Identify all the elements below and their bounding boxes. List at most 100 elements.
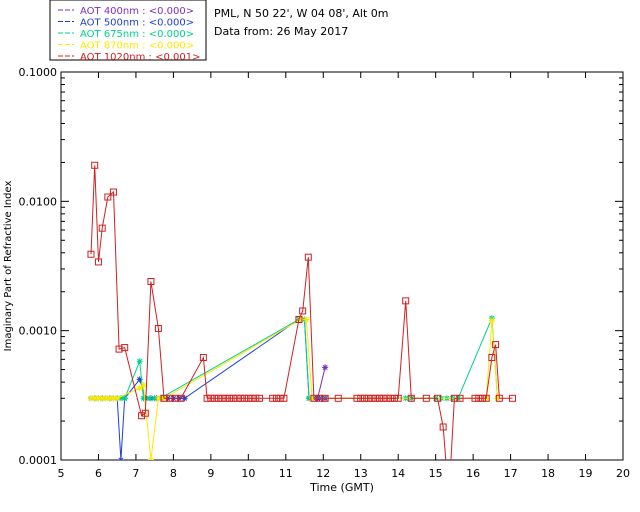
data-point [475,394,483,402]
axis-ticks [60,71,624,461]
data-point [211,394,219,402]
data-point [256,394,264,402]
data-point [91,161,99,169]
x-tick-label: 18 [541,467,555,480]
x-tick-label: 12 [316,467,330,480]
data-point [383,394,391,402]
data-point [272,394,280,402]
data-point [276,394,284,402]
data-point [244,394,252,402]
y-axis-label: Imaginary Part of Refractive Index [3,181,14,352]
data-point [99,395,106,402]
data-point [98,224,106,232]
data-point [304,253,312,261]
data-point [136,358,143,365]
data-point [226,394,234,402]
data-point [492,341,500,349]
data-point [321,394,329,402]
data-point [121,395,128,402]
x-tick-label: 10 [241,467,255,480]
legend-entry: AOT 870nm : <0.000> [80,41,194,52]
data-point [222,394,230,402]
data-point [446,496,452,502]
data-point [248,394,256,402]
data-point [379,394,387,402]
data-point [439,423,447,431]
x-tick-label: 11 [279,467,293,480]
series-line [91,317,498,399]
legend-entry: AOT 1020nm : <0.001> [80,52,200,63]
data-point [106,395,113,402]
data-point [456,394,464,402]
data-point [181,395,188,402]
y-tick-label: 0.0010 [19,325,58,338]
data-point [479,394,486,402]
chart-info-date: Data from: 26 May 2017 [214,25,348,38]
axis-tick-labels: 5 6 7 8 9 10 11 12 13 14 15 16 17 18 19 20 0.0001 0.0010 0… [19,66,631,480]
data-point [422,394,430,402]
data-point [494,395,501,402]
data-point [140,395,147,402]
data-point [322,364,329,371]
data-point [295,315,303,323]
x-tick-label: 9 [207,467,214,480]
data-point [488,317,495,324]
legend-entry: AOT 500nm : <0.000> [80,18,194,29]
data-point [147,457,154,460]
plot-area [60,71,624,461]
data-point [360,394,368,402]
data-point [117,457,124,460]
series-aot-500nm [87,316,329,460]
series-aot-675nm [87,315,501,402]
data-point [387,394,395,402]
data-point [155,395,162,402]
legend-entry: AOT 675nm : <0.000> [80,29,194,40]
data-point [94,258,102,266]
data-point [357,394,365,402]
data-point [434,394,442,402]
data-point [394,394,402,402]
data-point [136,385,143,392]
data-point [203,394,211,402]
x-tick-label: 13 [354,467,368,480]
data-point [488,354,496,362]
data-point [207,394,215,402]
data-point [471,394,479,402]
x-tick-label: 19 [579,467,593,480]
data-point [218,394,226,402]
x-tick-label: 8 [170,467,177,480]
y-tick-label: 0.1000 [19,66,58,79]
series-line [91,319,498,460]
x-tick-label: 5 [58,467,65,480]
data-point [154,324,162,332]
data-point [297,316,304,323]
data-point [241,394,249,402]
data-point [95,395,102,402]
data-point [375,394,383,402]
data-point [110,395,117,402]
data-point [495,394,503,402]
data-point [91,395,98,402]
data-point [368,394,376,402]
data-point [199,354,207,362]
series-aot-1020nm [87,161,516,502]
data-point [147,277,155,285]
data-point [233,394,241,402]
data-point [87,395,94,402]
legend-frame [49,0,207,61]
data-point [252,394,260,402]
data-point [280,394,288,402]
legend: AOT 400nm : <0.000>AOT 500nm : <0.000>AO… [49,0,207,63]
data-point [407,394,415,402]
data-point [121,344,129,352]
data-point [117,395,124,402]
data-point [334,394,342,402]
series-line [90,165,513,460]
x-tick-label: 6 [95,467,102,480]
data-point [299,307,307,315]
data-point [508,394,516,402]
data-point [372,394,380,402]
y-tick-label: 0.0100 [19,195,58,208]
series-aot-870nm [87,316,501,460]
